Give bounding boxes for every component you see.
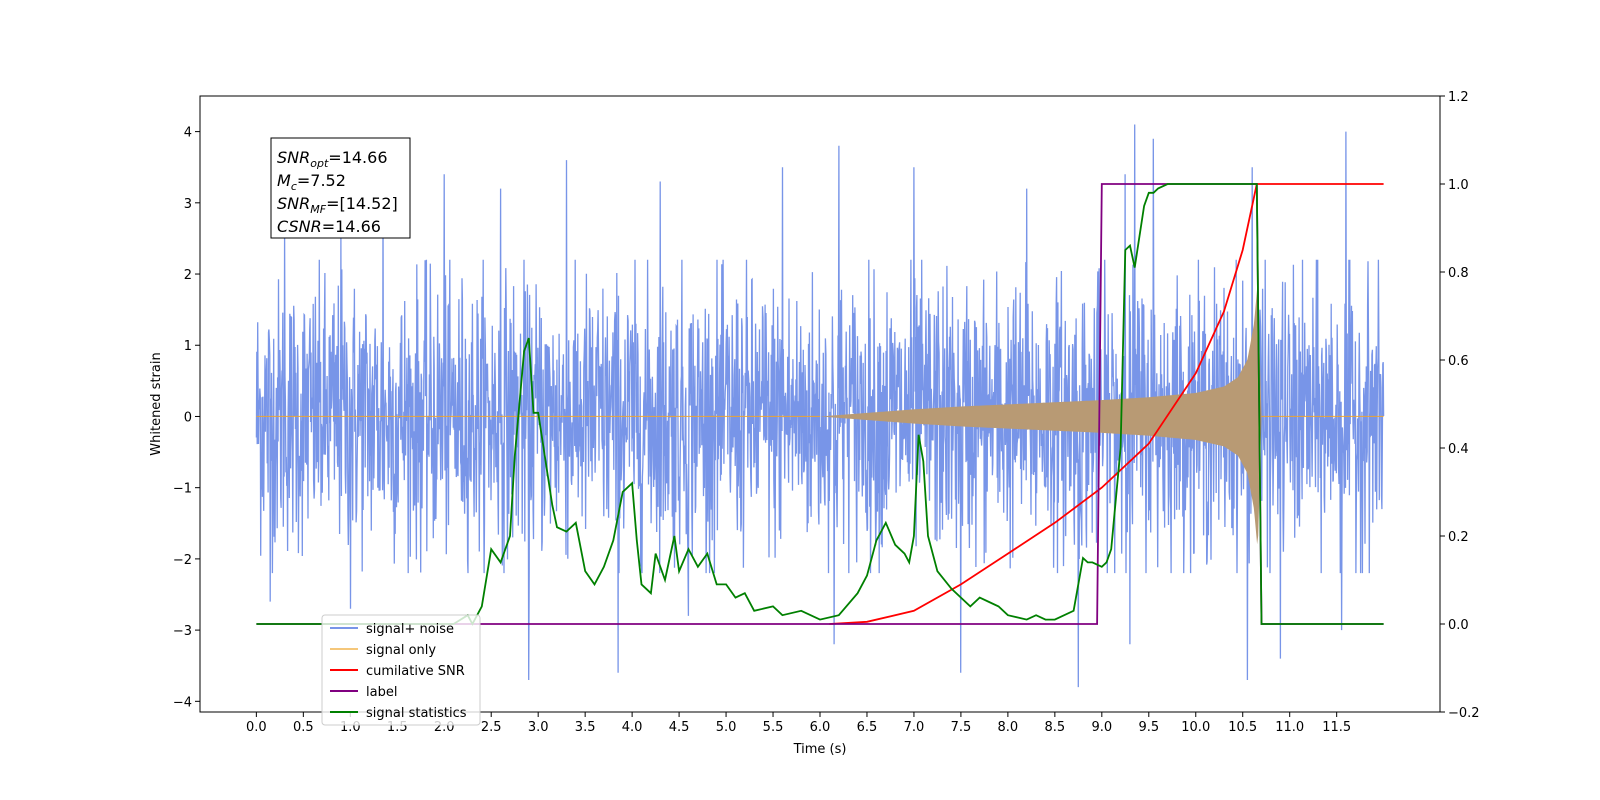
y-right-tick-label: 0.0	[1448, 618, 1469, 633]
y-left-tick-label: 0	[184, 410, 192, 425]
x-tick-label: 9.5	[1138, 720, 1159, 735]
series-group	[255, 124, 1385, 688]
legend-label: signal statistics	[366, 706, 467, 721]
y-left-tick-label: 2	[184, 268, 192, 283]
x-tick-label: 0.0	[246, 720, 267, 735]
y-axis-title: Whitened strain	[149, 352, 164, 455]
x-tick-label: 9.0	[1091, 720, 1112, 735]
x-tick-label: 4.5	[669, 720, 690, 735]
y-left-tick-label: 1	[184, 339, 192, 354]
y-right-tick-label: 1.0	[1448, 178, 1469, 193]
x-tick-label: 5.5	[763, 720, 784, 735]
y-left-tick-label: −3	[173, 624, 192, 639]
y-right-tick-label: 1.2	[1448, 90, 1469, 105]
x-tick-label: 0.5	[293, 720, 314, 735]
x-tick-label: 6.5	[857, 720, 878, 735]
x-tick-label: 3.5	[575, 720, 596, 735]
annotation-line: SNRopt=14.66	[277, 148, 388, 170]
y-left-tick-label: −1	[173, 482, 192, 497]
y-left-tick-label: −2	[173, 553, 192, 568]
y-right-tick-label: 0.4	[1448, 442, 1469, 457]
x-tick-label: 4.0	[622, 720, 643, 735]
annotation-line: CSNR=14.66	[277, 217, 381, 236]
plot-area	[255, 124, 1385, 688]
series-signal-statistics-line	[256, 183, 1384, 626]
x-tick-label: 11.5	[1322, 720, 1351, 735]
y-right-tick-label: 0.8	[1448, 266, 1469, 281]
annotation-box-frame	[270, 137, 411, 239]
legend: signal+ noise signal only cumilative SNR la…	[321, 614, 481, 726]
series-signal-only-fill	[820, 288, 1262, 545]
x-axis-title: Time (s)	[793, 742, 847, 757]
x-tick-label: 7.0	[904, 720, 925, 735]
legend-frame	[321, 614, 481, 726]
x-tick-label: 5.0	[716, 720, 737, 735]
x-tick-label: 7.5	[951, 720, 972, 735]
legend-label: signal only	[366, 643, 436, 658]
x-tick-label: 6.0	[810, 720, 831, 735]
y-right-tick-label: 0.6	[1448, 354, 1469, 369]
x-tick-label: 8.0	[998, 720, 1019, 735]
y-left-tick-label: 4	[184, 126, 192, 141]
x-tick-label: 10.0	[1181, 720, 1210, 735]
x-tick-label: 8.5	[1045, 720, 1066, 735]
legend-label: cumilative SNR	[366, 664, 465, 679]
series-cumulative-snr-line	[829, 183, 1384, 625]
y-left-tick-label: −4	[173, 695, 192, 710]
annotation-line: Mc=7.52	[277, 171, 346, 193]
legend-label: signal+ noise	[366, 622, 454, 637]
x-tick-label: 2.5	[481, 720, 502, 735]
y-left-tick-label: 3	[184, 197, 192, 212]
annotation-line: SNRMF=[14.52]	[277, 194, 398, 216]
y-right-tick-label: −0.2	[1448, 706, 1480, 721]
x-tick-label: 10.5	[1228, 720, 1257, 735]
y-right-tick-label: 0.2	[1448, 530, 1469, 545]
x-tick-label: 11.0	[1275, 720, 1304, 735]
x-tick-label: 3.0	[528, 720, 549, 735]
annotation-box: SNRopt=14.66Mc=7.52SNRMF=[14.52]CSNR=14.…	[270, 137, 411, 239]
legend-label: label	[366, 685, 397, 700]
